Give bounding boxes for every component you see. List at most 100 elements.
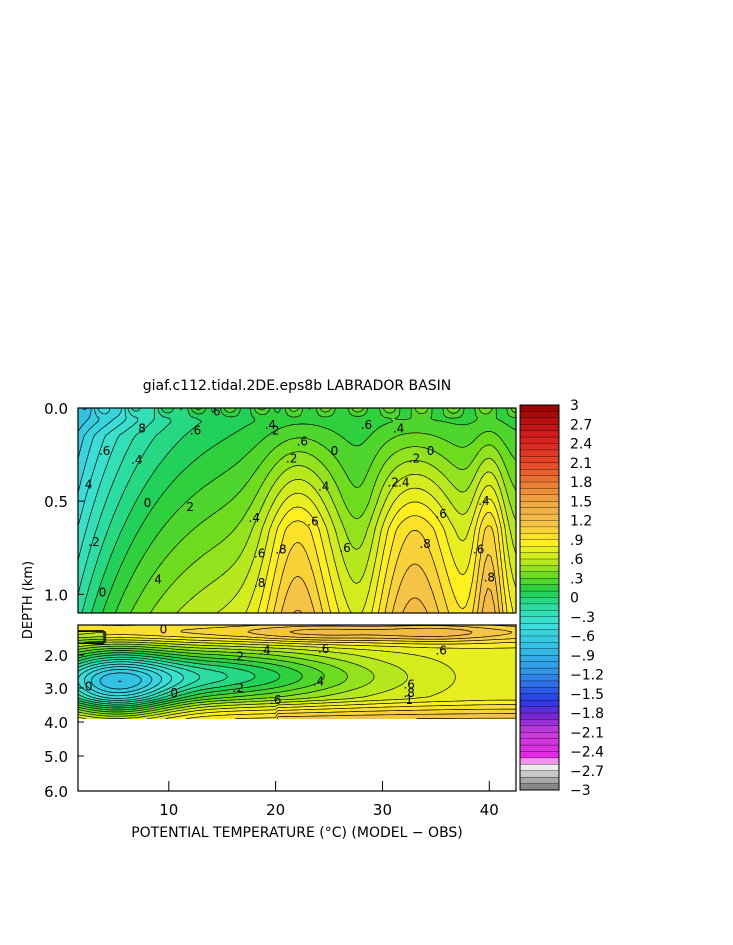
contour-label: 0 [144,496,152,510]
contour-label: 0 [170,686,178,700]
contour-label: .8 [403,686,414,700]
colorbar-band [519,757,560,765]
colorbar-band [519,507,560,515]
colorbar-tick-label: −1.5 [570,687,604,703]
contour-label: .6 [403,678,414,692]
contour-label: .6 [473,543,484,557]
colorbar-band [519,481,560,489]
colorbar-band [519,693,560,701]
colorbar-tick-label: −1.8 [570,706,604,722]
colorbar-band [519,456,560,464]
y-tick-label: 3.0 [44,680,68,698]
lower-contour-labels: 0.2.4.6.60 0.2.4.6.6.81 [85,623,447,707]
upper-panel: 68.6.6.44.200 22.4.2.60.4.4.6.8.84.6.6.6.… [44,400,517,614]
colorbar-band [519,687,560,695]
upper-contour-lines [78,408,516,613]
colorbar-tick-label: 1.8 [570,475,592,491]
contour-label: .6 [190,423,201,437]
y-axis-label: DEPTH (km) [21,561,36,639]
colorbar-tick-label: .6 [570,552,583,568]
colorbar-band [519,424,560,432]
contour-label: .6 [99,444,110,458]
contour-label: 0 [331,444,339,458]
x-axis-label: POTENTIAL TEMPERATURE (°C) (MODEL − OBS) [131,825,463,841]
colorbar-tick-label: −2.4 [570,745,604,761]
colorbar-tick-label: −.3 [570,610,595,626]
colorbar-band [519,776,560,785]
colorbar-tick-label: −2.7 [570,764,604,780]
colorbar-band [519,526,560,534]
colorbar-tick-label: 2.1 [570,456,592,472]
y-tick-label: 4.0 [44,714,68,732]
contour-label: 0 [99,586,107,600]
colorbar-band [519,449,560,457]
colorbar-band [519,738,560,746]
contour-label: .4 [398,476,409,490]
contour-label: .6 [435,507,446,521]
lower-contour-lines [78,625,516,719]
contour-label: 4 [85,477,93,491]
y-tick-label: 6.0 [44,783,68,801]
colorbar-tick-label: −2.1 [570,725,604,741]
y-tick-label: 2.0 [44,647,68,665]
contour-label: .6 [270,693,281,707]
contour-label: 1 [405,693,413,707]
colorbar-band [519,488,560,496]
colorbar-tick-label: 2.4 [570,437,592,453]
contour-label: .8 [275,543,286,557]
y-tick-label: 1.0 [44,586,68,604]
colorbar-tick-label: −3 [570,783,591,799]
colorbar-band [519,680,560,688]
contour-label: .6 [339,541,350,555]
colorbar-band [519,744,560,752]
colorbar-band [519,539,560,547]
colorbar-band [519,462,560,470]
contour-label: .6 [297,435,308,449]
colorbar-band [519,712,560,720]
contour-label: 6 [213,405,221,419]
colorbar-band [519,751,560,759]
colorbar-band [519,545,560,554]
colorbar-labels: 3 2.7 2.4 2.1 1.8 1.5 1.2 .9 .6 .3 0 −.3 −.6 −.9 −1.2 −… [570,398,604,799]
colorbar-band [519,565,560,573]
colorbar-band [519,610,560,618]
upper-y-axis: 0.0 0.5 1.0 [44,400,84,604]
colorbar-band [519,783,560,791]
contour-label: 0 [85,679,93,693]
colorbar-band [519,571,560,579]
colorbar-band [519,616,560,624]
x-tick-label: 10 [159,801,178,819]
colorbar: 3 2.7 2.4 2.1 1.8 1.5 1.2 .9 .6 .3 0 −.3 −.6 −.9 −1.2 −… [519,398,604,799]
colorbar-band [519,468,560,477]
colorbar-tick-label: 0 [570,591,579,607]
contour-label: 8 [138,422,146,436]
colorbar-band [519,520,560,528]
upper-plot-frame [77,407,517,614]
colorbar-tick-label: −.9 [570,648,595,664]
contour-label: .2 [233,681,244,695]
colorbar-band [519,725,560,733]
colorbar-band [519,770,560,778]
contour-label: .2 [88,535,99,549]
contour-label: .6 [254,546,265,560]
contour-label: 0 [160,623,168,637]
colorbar-band [519,706,560,714]
colorbar-band [519,417,560,425]
contour-label: 2 [186,500,194,514]
contour-label: 4 [154,572,162,586]
colorbar-tick-label: −.6 [570,629,595,645]
colorbar-bands [519,404,560,791]
contour-label: .2 [286,451,297,465]
lower-y-axis: 2.0 3.0 4.0 5.0 6.0 [44,647,84,801]
colorbar-tick-label: 1.2 [570,514,592,530]
x-tick-label: 40 [480,801,499,819]
colorbar-band [519,667,560,675]
contour-label: .8 [419,537,430,551]
colorbar-band [519,655,560,663]
contour-label: .4 [393,422,404,436]
contour-label: .4 [249,511,260,525]
lower-plot-frame [77,624,517,792]
y-tick-label: 0.0 [44,400,68,418]
contour-label: .6 [435,644,446,658]
